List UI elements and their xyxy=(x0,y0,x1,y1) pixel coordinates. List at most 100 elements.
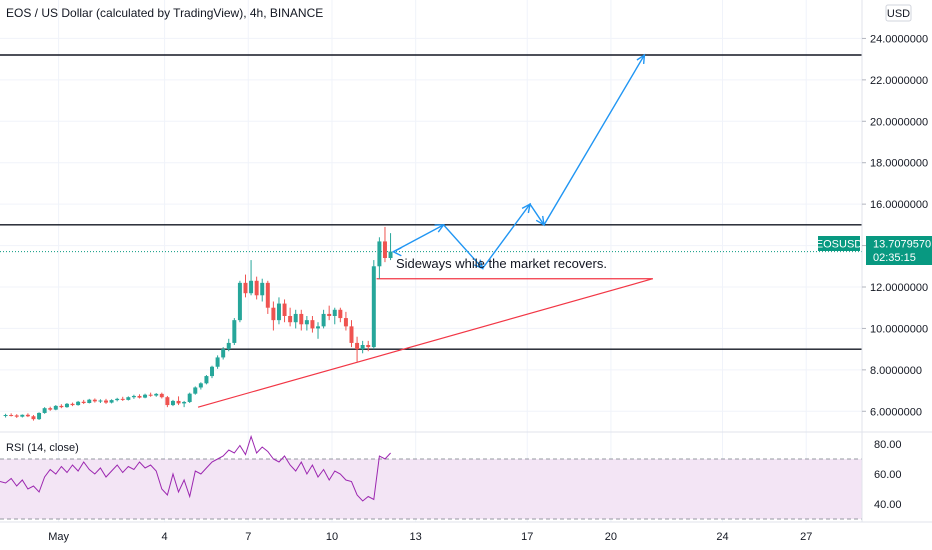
candle-body xyxy=(338,309,343,319)
candle-body xyxy=(321,313,326,327)
candle-body xyxy=(371,266,376,348)
y-tick-label: 12.0000000 xyxy=(870,282,928,294)
candle-body xyxy=(327,313,332,316)
projection-arrowhead xyxy=(434,224,445,233)
candle-body xyxy=(70,403,75,406)
candle-body xyxy=(355,342,360,350)
x-tick-label: 24 xyxy=(716,531,728,543)
rsi-tick-label: 60.00 xyxy=(874,469,902,481)
candle-body xyxy=(349,326,354,343)
candle-body xyxy=(343,318,348,327)
candle-body xyxy=(154,393,159,396)
candle-body xyxy=(276,303,281,321)
candle-body xyxy=(293,313,298,323)
candle-body xyxy=(37,412,42,420)
x-tick-label: 7 xyxy=(245,531,251,543)
projection-arrowhead xyxy=(636,53,646,65)
currency-label: USD xyxy=(887,8,910,20)
candle-body xyxy=(131,395,136,398)
y-tick-label: 20.0000000 xyxy=(870,116,928,128)
candle-body xyxy=(377,241,382,267)
candle-body xyxy=(187,393,192,402)
candle-body xyxy=(126,397,131,400)
candle-body xyxy=(332,309,337,316)
drawings xyxy=(391,53,646,270)
y-tick-label: 18.0000000 xyxy=(870,158,928,170)
rsi-line xyxy=(0,434,391,502)
candle-body xyxy=(243,282,248,294)
candle-body xyxy=(9,415,14,417)
candle-body xyxy=(254,280,259,296)
candle-body xyxy=(143,394,148,398)
candle-body xyxy=(92,399,97,402)
candle-body xyxy=(232,320,237,343)
candle-body xyxy=(64,403,69,408)
candle-body xyxy=(215,357,220,367)
candles xyxy=(3,226,393,421)
candle-body xyxy=(25,414,30,417)
projection-arrowhead xyxy=(521,202,531,214)
candle-body xyxy=(115,398,120,401)
candle-body xyxy=(170,400,175,406)
y-tick-label: 16.0000000 xyxy=(870,199,928,211)
candle-body xyxy=(198,383,203,388)
y-tick-label: 10.0000000 xyxy=(870,323,928,335)
candle-body xyxy=(310,320,315,329)
x-tick-label: 4 xyxy=(162,531,168,543)
candle-body xyxy=(48,408,53,410)
candle-body xyxy=(87,399,92,403)
candle-body xyxy=(288,316,293,323)
candle-body xyxy=(176,400,181,404)
x-tick-label: 27 xyxy=(800,531,812,543)
y-tick-label: 6.0000000 xyxy=(870,406,922,418)
candle-body xyxy=(14,415,19,417)
candle-body xyxy=(260,282,265,296)
price-grid xyxy=(0,0,862,522)
candle-body xyxy=(81,401,86,403)
candle-body xyxy=(388,251,393,258)
candle-body xyxy=(109,400,114,403)
candle-body xyxy=(193,387,198,394)
currency-button[interactable]: USD xyxy=(885,4,912,22)
projection-arrowhead xyxy=(474,259,484,270)
projection-arrowhead xyxy=(535,215,545,227)
candle-body xyxy=(59,405,64,408)
rsi-tick-label: 40.00 xyxy=(874,499,902,511)
candle-body xyxy=(76,401,81,406)
annotation-text: Sideways while the market recovers. xyxy=(396,256,607,271)
x-tick-label: May xyxy=(48,531,69,543)
candle-body xyxy=(316,326,321,329)
candle-body xyxy=(3,415,8,417)
projection-start-arrowhead xyxy=(391,247,402,257)
levels xyxy=(0,54,862,408)
candle-body xyxy=(382,241,387,258)
y-tick-label: 24.0000000 xyxy=(870,33,928,45)
rising-trendline xyxy=(197,278,653,408)
rsi-label: RSI (14, close) xyxy=(6,442,79,454)
candle-body xyxy=(221,349,226,358)
candle-body xyxy=(20,414,25,417)
candle-body xyxy=(120,398,125,400)
candle-body xyxy=(165,397,170,406)
price-label: EOSUSD 13.7079570 02:35:15 xyxy=(816,236,932,265)
candle-body xyxy=(282,303,287,316)
candle-body xyxy=(360,345,365,350)
x-tick-label: 17 xyxy=(521,531,533,543)
y-tick-label: 8.0000000 xyxy=(870,365,922,377)
candle-body xyxy=(53,405,58,410)
candle-body xyxy=(104,400,108,403)
candle-body xyxy=(42,408,47,413)
candle-body xyxy=(159,393,164,398)
candle-body xyxy=(204,376,209,384)
candle-body xyxy=(304,320,309,325)
candle-body xyxy=(210,366,215,377)
symbol-tag: EOSUSD xyxy=(816,239,863,251)
candle-body xyxy=(299,313,304,325)
x-tick-label: 10 xyxy=(326,531,338,543)
countdown: 02:35:15 xyxy=(873,252,916,264)
rsi-panel xyxy=(0,434,862,520)
rsi-tick-label: 80.00 xyxy=(874,439,902,451)
candle-body xyxy=(182,401,187,404)
